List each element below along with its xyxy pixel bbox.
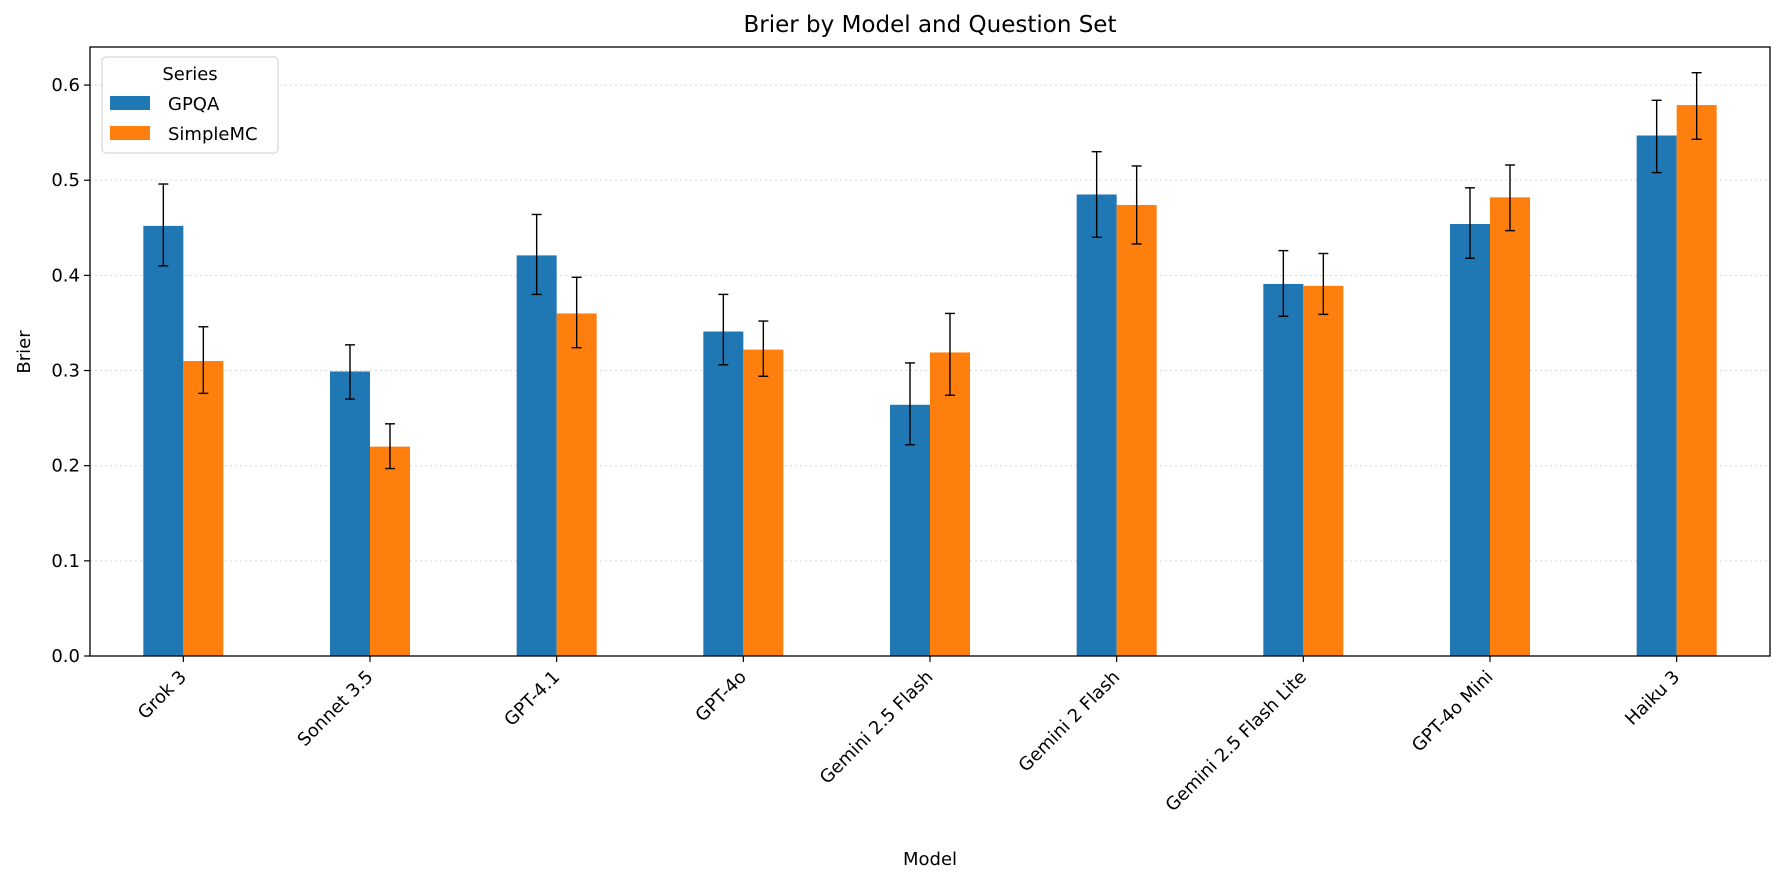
bar-gpqa-gemini-2-5-flash-lite — [1263, 283, 1304, 656]
error-bars — [158, 71, 1702, 470]
bar-simplemc-sonnet-3-5 — [370, 446, 410, 656]
y-tick-label: 0.5 — [51, 170, 80, 191]
y-axis: 0.0 0.1 0.2 0.3 0.4 0.5 0.6 — [51, 75, 90, 667]
x-axis-label: Model — [903, 849, 957, 870]
bar-simplemc-gemini-2-flash — [1116, 204, 1157, 656]
bar-simplemc-gpt-4-1 — [556, 313, 597, 656]
bar-gpqa-gemini-2-flash — [1076, 194, 1117, 656]
legend: Series GPQA SimpleMC — [101, 56, 279, 154]
bar-simplemc-grok-3 — [183, 361, 224, 656]
bar-gpqa-gpt-4-1 — [516, 255, 557, 656]
bar-gpqa-gemini-2-5-flash — [890, 404, 930, 656]
bars — [143, 105, 1717, 657]
bar-gpqa-gpt-4o — [703, 331, 744, 656]
bar-gpqa-grok-3 — [143, 225, 184, 657]
legend-label-gpqa: GPQA — [168, 94, 220, 115]
y-tick-label: 0.2 — [51, 456, 80, 477]
bar-simplemc-haiku-3 — [1676, 105, 1717, 657]
y-tick-label: 0.3 — [51, 361, 80, 382]
y-axis-label: Brier — [14, 330, 35, 374]
legend-swatch-gpqa — [110, 96, 150, 110]
legend-title: Series — [162, 64, 217, 85]
y-tick-label: 0.0 — [51, 646, 80, 667]
bar-simplemc-gemini-2-5-flash — [930, 352, 970, 656]
bar-gpqa-haiku-3 — [1636, 135, 1677, 657]
bar-gpqa-gpt-4o-mini — [1450, 223, 1490, 656]
bar-gpqa-sonnet-3-5 — [330, 371, 370, 656]
bar-simplemc-gpt-4o-mini — [1490, 197, 1530, 657]
legend-label-simplemc: SimpleMC — [168, 124, 258, 145]
y-tick-label: 0.4 — [51, 265, 80, 286]
y-tick-label: 0.1 — [51, 551, 80, 572]
chart-title: Brier by Model and Question Set — [744, 12, 1117, 38]
legend-swatch-simplemc — [110, 126, 150, 140]
bar-simplemc-gpt-4o — [743, 349, 784, 656]
bar-simplemc-gemini-2-5-flash-lite — [1303, 285, 1344, 656]
y-tick-label: 0.6 — [51, 75, 80, 96]
